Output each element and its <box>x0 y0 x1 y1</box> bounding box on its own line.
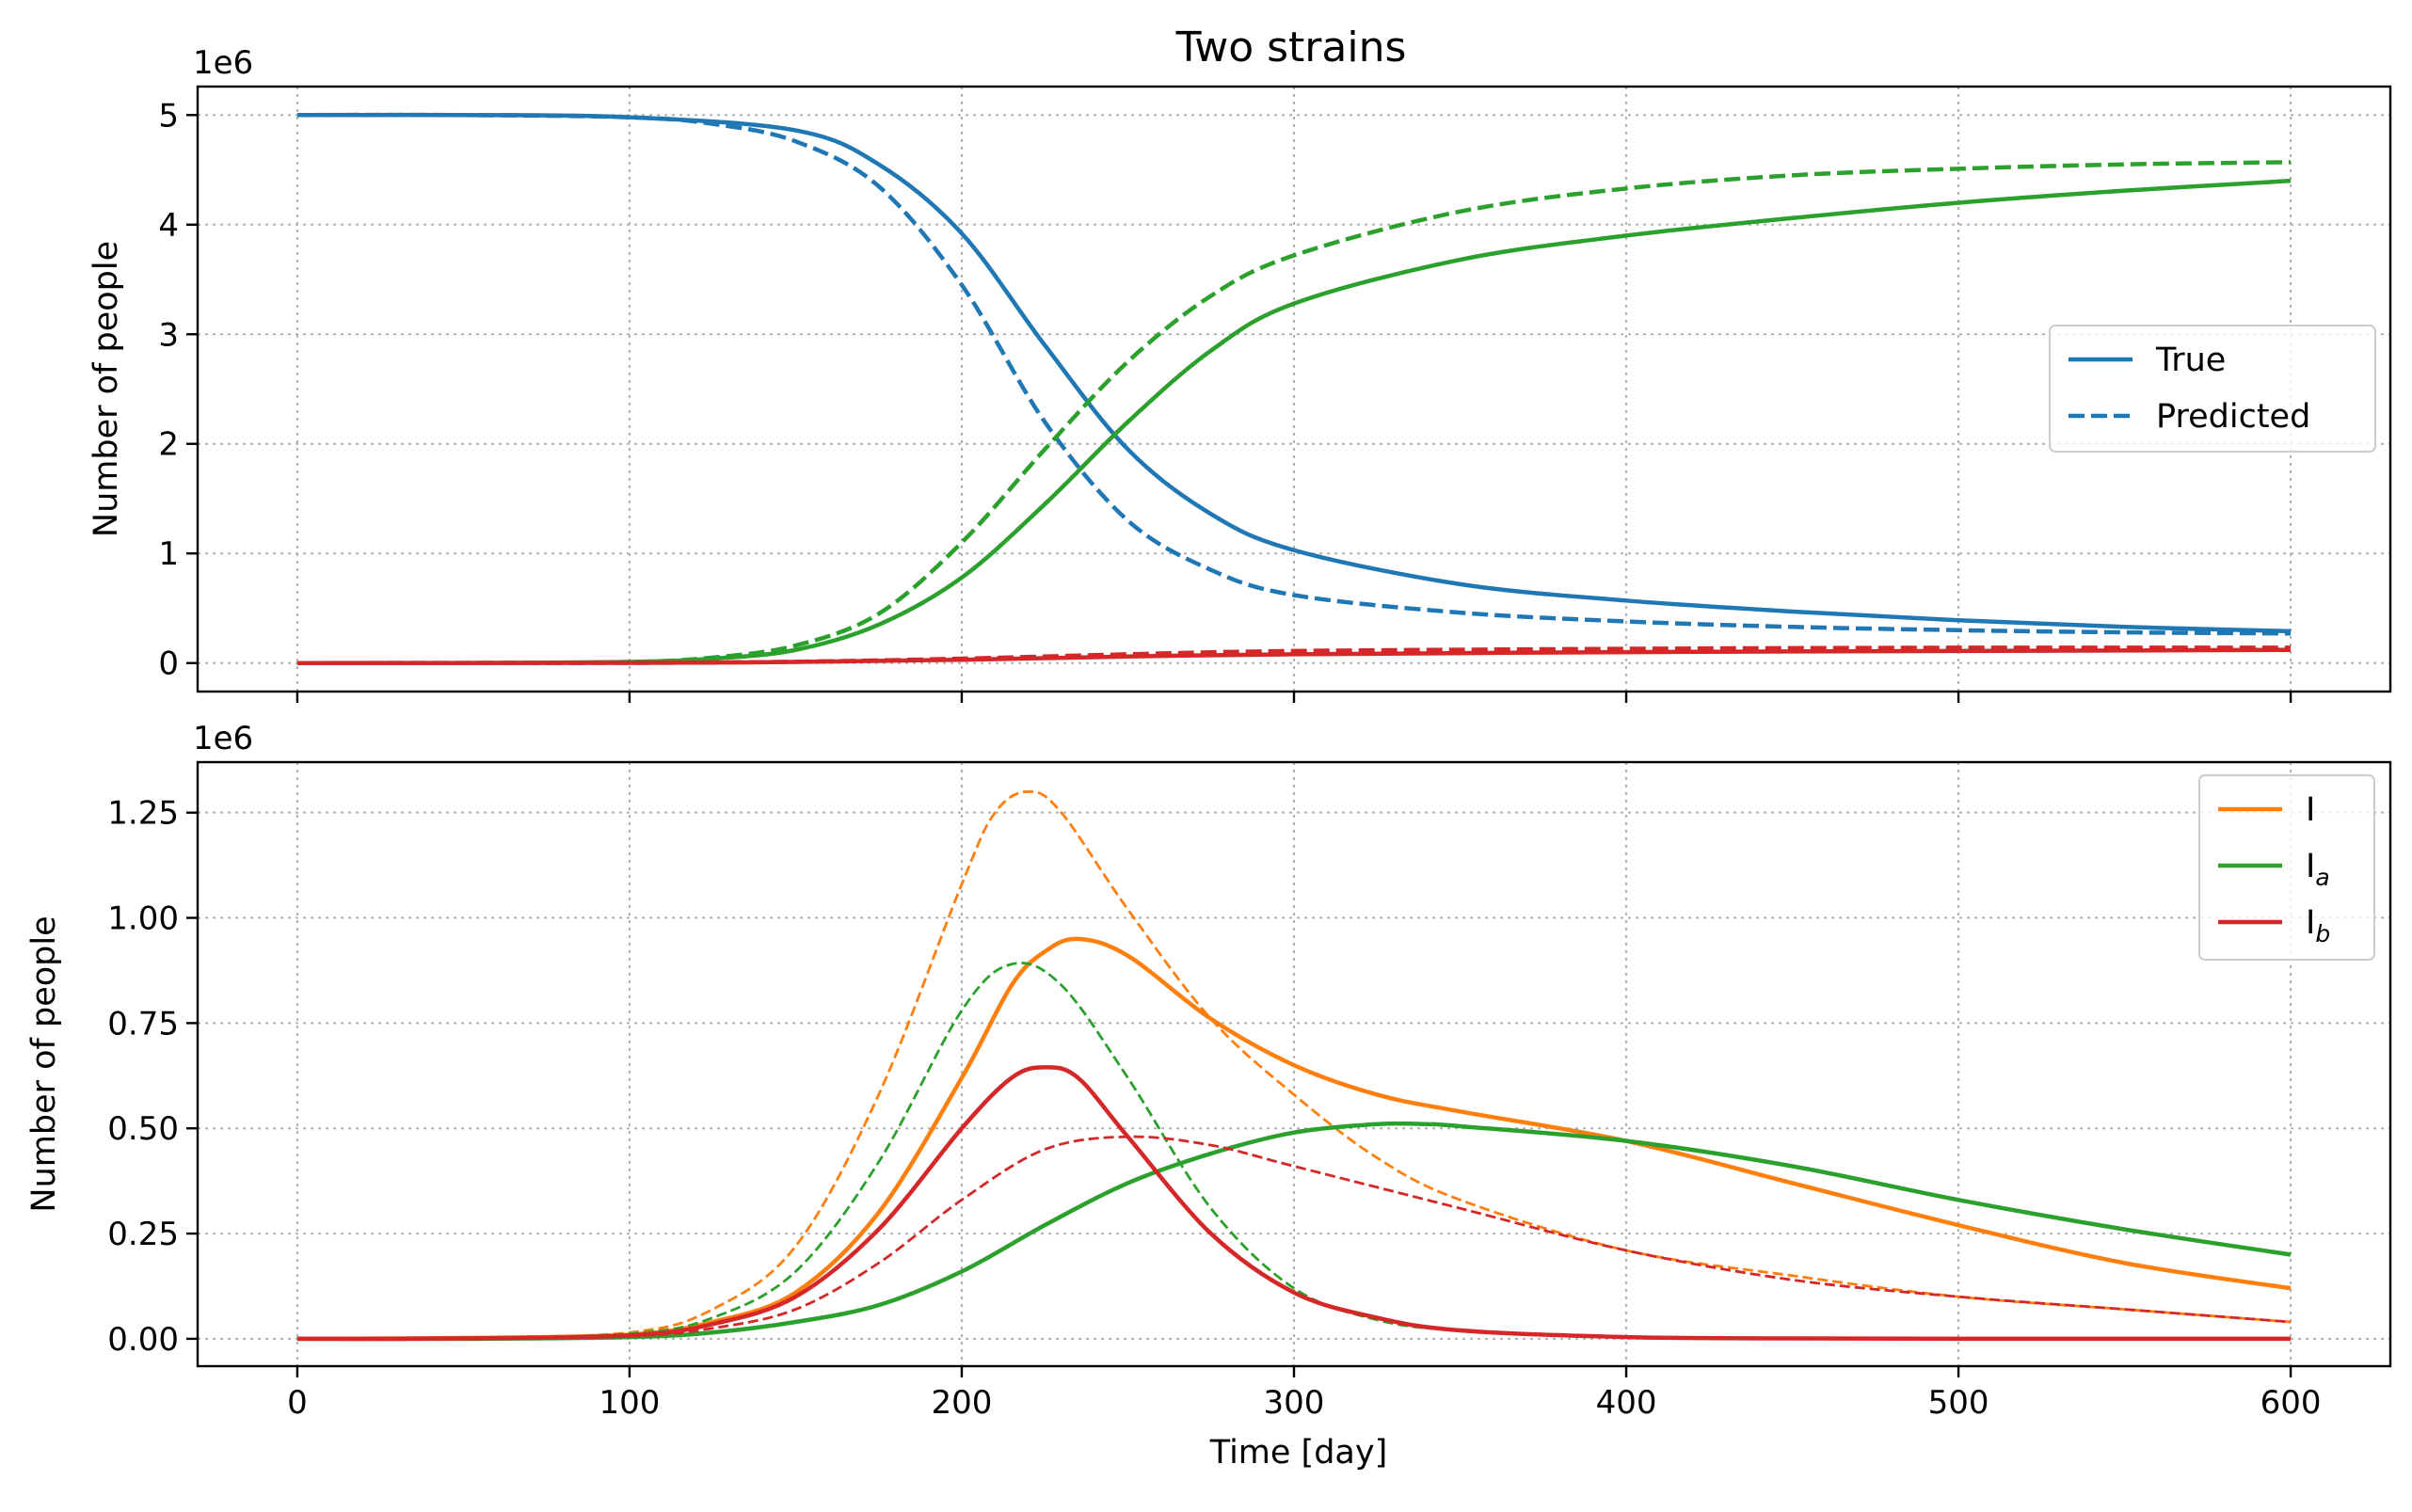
y-tick-label: 1.25 <box>107 795 179 833</box>
y-tick-label: 0.50 <box>107 1110 179 1148</box>
legend-label: True <box>2155 342 2226 379</box>
x-tick-label: 100 <box>599 1384 660 1422</box>
series-group <box>296 112 2292 666</box>
y-tick-label: 0.75 <box>107 1005 179 1042</box>
top-panel: 0 1 2 3 4 5 1e6 Number of people True Predicted <box>88 44 2392 703</box>
series-group <box>296 789 2292 1342</box>
y-tick-label: 5 <box>158 97 179 135</box>
y-tick-label: 1.00 <box>107 900 179 938</box>
series-line-1 <box>296 112 2292 636</box>
y-tick-label: 0 <box>158 645 179 683</box>
y-tick-label: 0.00 <box>107 1321 179 1359</box>
series-line-5 <box>296 645 2292 665</box>
x-tick-label: 400 <box>1596 1384 1657 1422</box>
legend-frame <box>2049 325 2376 453</box>
y-tick-label: 1 <box>158 535 179 573</box>
x-tick-label: 300 <box>1264 1384 1325 1422</box>
x-axis-label: Time [day] <box>1209 1434 1387 1472</box>
series-line-5 <box>296 1135 2292 1341</box>
y-tick-label: 4 <box>158 207 179 245</box>
legend-label-subscript: a <box>2315 864 2329 891</box>
series-line-3 <box>296 160 2292 666</box>
chart-title: Two strains <box>1175 24 1407 72</box>
x-tick-label: 0 <box>287 1384 308 1422</box>
legend-label-subscript: b <box>2315 920 2330 947</box>
y-offset-label: 1e6 <box>193 44 253 82</box>
x-tick-label: 200 <box>932 1384 993 1422</box>
series-line-1 <box>296 789 2292 1341</box>
legend: True Predicted <box>2049 325 2376 453</box>
y-tick-label: 0.25 <box>107 1216 179 1253</box>
series-line-2 <box>296 1121 2292 1342</box>
bottom-panel: 0 100 200 300 400 500 600 0.00 0.25 0.50 0.75 1.00 1… <box>25 720 2392 1472</box>
x-tick-label: 500 <box>1928 1384 1989 1422</box>
y-offset-label: 1e6 <box>193 720 253 757</box>
y-tick-label: 3 <box>158 316 179 354</box>
series-line-4 <box>296 1065 2292 1342</box>
legend-frame <box>2198 774 2375 961</box>
legend-label: I <box>2306 791 2315 829</box>
y-axis-label: Number of people <box>25 915 63 1212</box>
y-axis-label: Number of people <box>88 241 125 537</box>
legend-label: Predicted <box>2156 398 2310 436</box>
y-tick-label: 2 <box>158 426 179 464</box>
x-tick-label: 600 <box>2260 1384 2322 1422</box>
